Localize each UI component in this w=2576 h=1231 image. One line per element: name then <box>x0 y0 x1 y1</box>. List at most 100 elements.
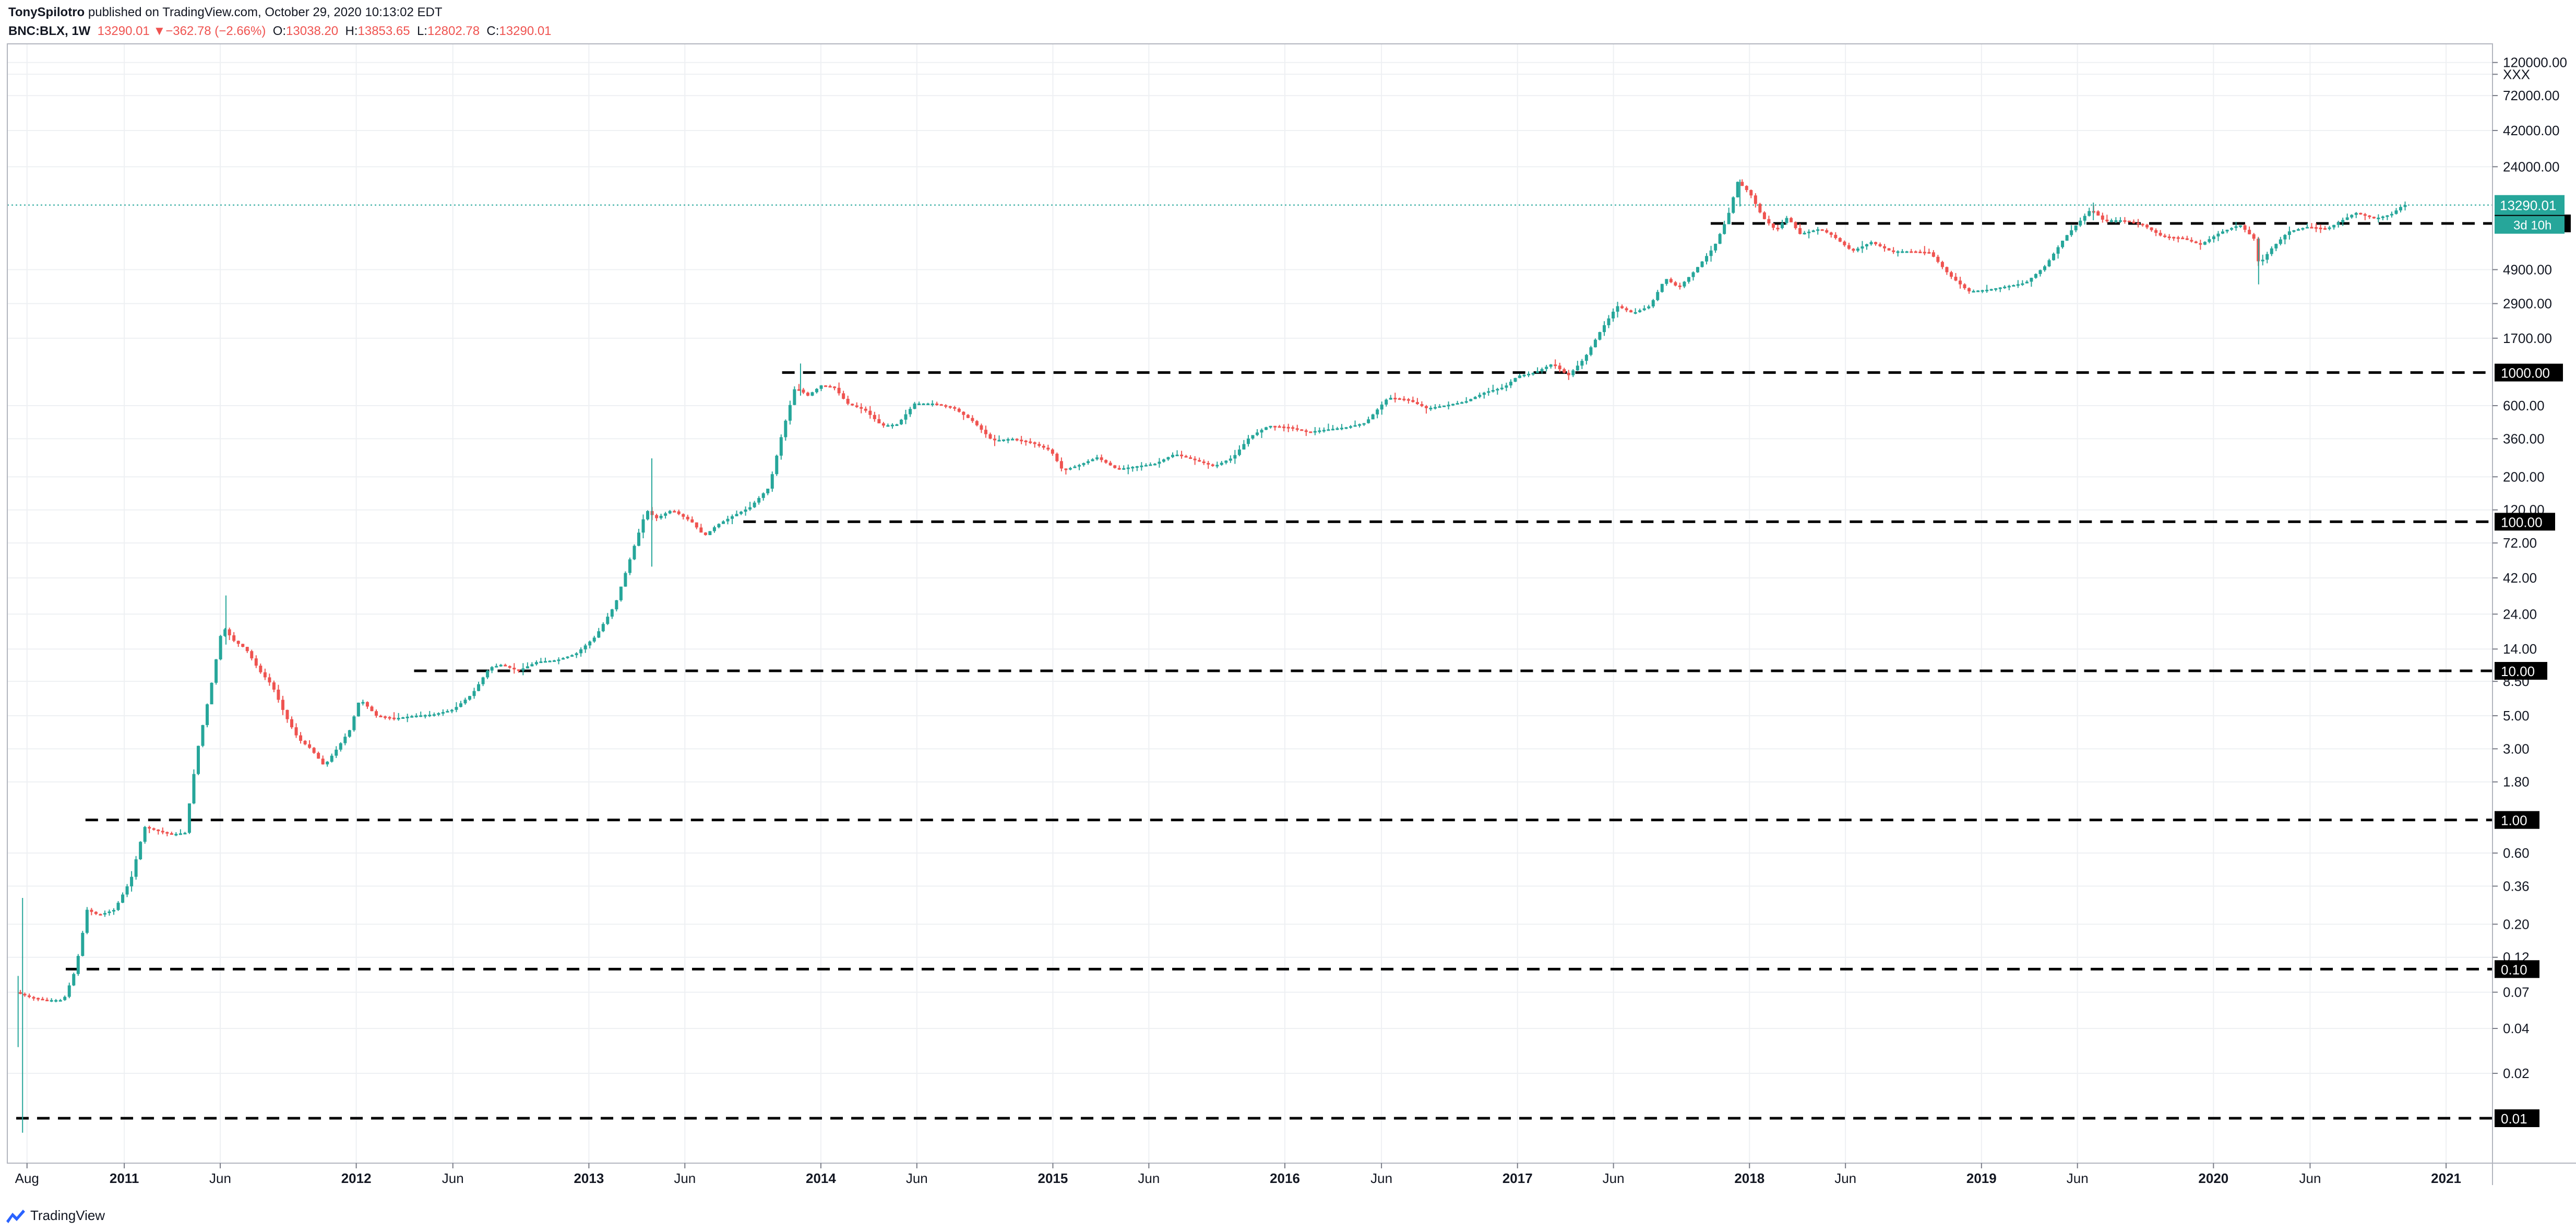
candle-body <box>1625 308 1628 311</box>
candle-body <box>1095 457 1099 459</box>
price-tick-label: 0.04 <box>2503 1021 2530 1036</box>
candle-body <box>766 489 770 493</box>
candle-body <box>397 718 400 720</box>
candle-body <box>686 516 689 519</box>
candle-body <box>2056 247 2060 254</box>
candle-body <box>1563 369 1566 373</box>
candle-body <box>1901 251 1904 253</box>
candle-body <box>1029 441 1032 443</box>
candle-body <box>45 999 49 1001</box>
candle-body <box>2074 225 2078 231</box>
candle-body <box>32 997 35 999</box>
candle-body <box>1687 277 1690 282</box>
candle-body <box>2030 278 2033 282</box>
candle-body <box>1291 427 1295 429</box>
candle-body <box>534 662 538 665</box>
price-change: −362.78 (−2.66%) <box>165 24 266 38</box>
candle-body <box>570 655 574 657</box>
candle-body <box>254 658 258 666</box>
candle-body <box>2114 220 2118 222</box>
candle-body <box>37 998 40 1000</box>
time-tick-label: Jun <box>2299 1170 2321 1186</box>
candle-body <box>557 659 560 661</box>
candle-body <box>1963 284 1966 288</box>
candle-body <box>1807 231 1811 233</box>
candle-body <box>1949 272 1953 277</box>
candle-body <box>1362 423 1366 425</box>
candle-body <box>401 717 405 719</box>
candle-body <box>1931 252 1935 257</box>
candle-body <box>1976 290 1980 292</box>
high-label: H: <box>345 24 358 38</box>
candle-body <box>2137 222 2140 224</box>
candle-body <box>1513 378 1517 382</box>
candle-body <box>1367 419 1370 423</box>
candle-body <box>797 389 801 391</box>
candle-body <box>63 997 67 1000</box>
candle-body <box>1954 277 1958 281</box>
candle-body <box>463 700 467 704</box>
candle-body <box>860 407 863 409</box>
low-value: 12802.78 <box>427 24 480 38</box>
candle-body <box>597 631 601 638</box>
candle-body <box>1767 219 1771 224</box>
price-tick-label: XXX <box>2503 66 2530 82</box>
candle-body <box>1740 182 1744 186</box>
change-down-icon: ▼ <box>153 24 166 38</box>
level-price-badge <box>2495 363 2563 382</box>
candle-body <box>1246 439 1250 444</box>
candle-body <box>2021 283 2024 285</box>
author-name[interactable]: TonySpilotro <box>8 5 85 19</box>
candle-body <box>1762 212 1766 219</box>
candle-body <box>851 404 854 406</box>
time-tick-label: Jun <box>1138 1170 1160 1186</box>
level-price-badge-label: 100.00 <box>2501 514 2543 530</box>
published-text: published on TradingView.com, October 29… <box>88 5 443 19</box>
candle-body <box>1411 400 1415 403</box>
candle-body <box>339 743 342 750</box>
candle-body <box>526 666 529 669</box>
candle-body <box>1104 460 1108 463</box>
candle-body <box>76 956 80 974</box>
candle-body <box>232 635 236 641</box>
candle-body <box>1108 463 1112 466</box>
time-tick-label: Jun <box>209 1170 231 1186</box>
candle-body <box>2163 235 2167 238</box>
candle-body <box>406 716 409 718</box>
candle-body <box>984 430 987 434</box>
candle-body <box>1847 245 1851 249</box>
candle-body <box>330 755 333 762</box>
candle-body <box>2118 220 2122 222</box>
time-axis[interactable]: Aug 2011 Jun 2012 Jun 2013 Jun 2014 Jun 2015 Jun 20… <box>15 1163 2461 1186</box>
brand-name[interactable]: TradingView <box>30 1207 105 1223</box>
candle-body <box>419 715 423 717</box>
candle-body <box>272 682 276 690</box>
candle-body <box>2199 243 2202 245</box>
candle-body <box>1794 222 1797 228</box>
candle-body <box>2341 220 2345 223</box>
candle-body <box>18 992 22 994</box>
candle-body <box>757 498 761 503</box>
candle-body <box>1874 242 1878 244</box>
candle-body <box>1331 429 1334 431</box>
candle-body <box>1700 261 1704 267</box>
candle-body <box>1282 427 1286 429</box>
candle-body <box>2127 220 2131 222</box>
candle-body <box>1843 241 1846 245</box>
symbol-label[interactable]: BNC:BLX, 1W <box>8 24 91 38</box>
candle-body <box>899 419 903 424</box>
candle-body <box>1834 234 1838 238</box>
candle-body <box>1189 457 1192 459</box>
candle-body <box>1918 251 1922 253</box>
candle-body <box>1709 250 1713 256</box>
candle-body <box>895 424 899 426</box>
candle-body <box>673 511 676 513</box>
candle-body <box>842 393 845 399</box>
candle-body <box>236 641 240 644</box>
candle-body <box>99 914 102 916</box>
candle-body <box>219 636 222 660</box>
candle-body <box>1273 425 1277 428</box>
price-tick-label: 0.20 <box>2503 916 2530 932</box>
